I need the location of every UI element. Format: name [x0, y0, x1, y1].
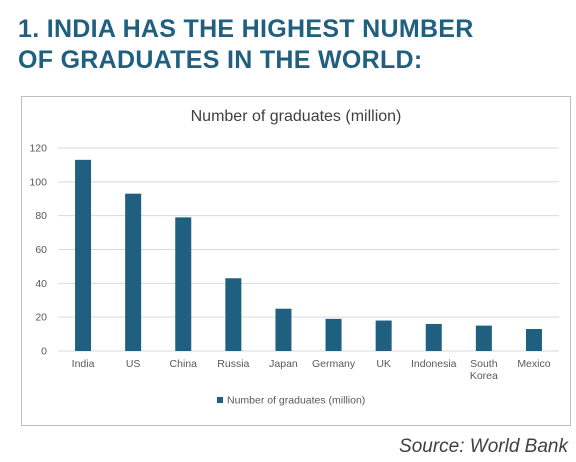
source-note: Source: World Bank: [399, 436, 568, 457]
bar-china: [175, 217, 192, 351]
bar-mexico: [525, 329, 542, 351]
bar-germany: [325, 318, 342, 351]
x-axis-ticks: India US China Russia Japan Germany UK Indonesi…: [72, 358, 551, 382]
bar-chart: 0 20 40 60 80 100 120 India US China Russia Japan G…: [29, 143, 559, 407]
y-tick-label: 80: [35, 210, 47, 222]
x-tick-label: Mexico: [517, 358, 550, 370]
x-tick-label: US: [126, 358, 141, 370]
chart-title: Number of graduates (million): [190, 108, 402, 125]
y-tick-label: 100: [29, 176, 47, 188]
x-tick-label: South Korea: [470, 358, 498, 382]
legend-swatch: [217, 397, 223, 403]
x-tick-label: Japan: [269, 358, 298, 370]
chart-frame: Number of graduates (million) 0 20 40 60 80 1…: [21, 96, 571, 426]
y-tick-label: 0: [41, 346, 47, 358]
bar-south-korea: [475, 325, 492, 351]
headline-line-2: OF GRADUATES IN THE WORLD:: [18, 46, 423, 74]
bar-us: [125, 193, 142, 351]
x-tick-label: China: [170, 358, 198, 370]
y-tick-label: 20: [35, 312, 47, 324]
bar-japan: [275, 308, 292, 351]
x-tick-label: Germany: [312, 358, 356, 370]
headline: 1. INDIA HAS THE HIGHEST NUMBER OF GRADU…: [18, 14, 568, 76]
headline-line-1: 1. INDIA HAS THE HIGHEST NUMBER: [18, 15, 474, 43]
bar-uk: [375, 320, 392, 351]
y-tick-label: 40: [35, 278, 47, 290]
x-tick-label: UK: [376, 358, 391, 370]
legend: Number of graduates (million): [217, 395, 365, 407]
y-tick-label: 120: [29, 143, 47, 155]
y-tick-label: 60: [35, 244, 47, 256]
bar-russia: [225, 278, 242, 351]
legend-label: Number of graduates (million): [227, 395, 365, 407]
bar-indonesia: [425, 323, 442, 351]
x-tick-label: Russia: [217, 358, 249, 370]
bars: [75, 159, 542, 351]
x-tick-label: India: [72, 358, 95, 370]
y-axis-ticks: 0 20 40 60 80 100 120: [29, 143, 47, 358]
gridlines: [58, 147, 559, 352]
x-tick-label: Indonesia: [411, 358, 457, 370]
bar-india: [75, 159, 92, 351]
